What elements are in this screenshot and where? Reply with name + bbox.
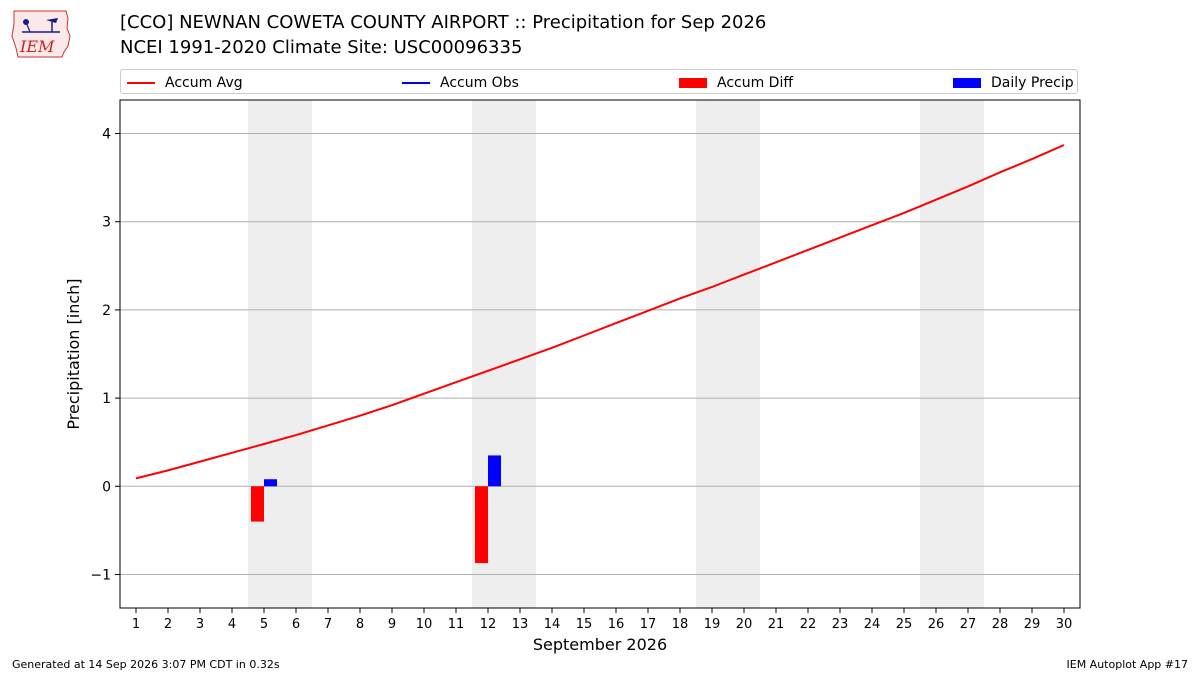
- x-tick-label: 29: [1024, 617, 1041, 632]
- chart-subtitle: NCEI 1991-2020 Climate Site: USC00096335: [120, 37, 523, 58]
- x-tick-label: 12: [480, 617, 497, 632]
- legend-label: Accum Diff: [717, 74, 794, 91]
- x-tick-label: 30: [1056, 617, 1073, 632]
- x-tick-label: 19: [704, 617, 721, 632]
- x-tick-label: 3: [196, 617, 204, 632]
- x-tick-label: 27: [960, 617, 977, 632]
- x-tick-label: 10: [416, 617, 433, 632]
- x-tick-label: 14: [544, 617, 561, 632]
- legend-item-accum-avg: Accum Avg: [127, 70, 243, 95]
- chart-title: [CCO] NEWNAN COWETA COUNTY AIRPORT :: Pr…: [120, 12, 767, 33]
- x-tick-label: 5: [260, 617, 268, 632]
- x-tick-label: 6: [292, 617, 300, 632]
- legend-label: Daily Precip: [991, 74, 1074, 91]
- x-tick-label: 13: [512, 617, 529, 632]
- generated-timestamp: Generated at 14 Sep 2026 3:07 PM CDT in …: [12, 658, 280, 671]
- legend-item-daily-precip: Daily Precip: [953, 70, 1074, 95]
- logo-text: IEM: [19, 37, 55, 56]
- x-tick-label: 26: [928, 617, 945, 632]
- accum-diff-bar: [251, 486, 264, 522]
- x-tick-label: 21: [768, 617, 785, 632]
- x-tick-label: 9: [388, 617, 396, 632]
- y-tick-label: −1: [90, 567, 111, 583]
- x-tick-label: 7: [324, 617, 332, 632]
- x-tick-label: 18: [672, 617, 689, 632]
- chart-legend: Accum Avg Accum Obs Accum Diff Daily Pre…: [120, 69, 1078, 94]
- x-tick-label: 20: [736, 617, 753, 632]
- x-tick-label: 23: [832, 617, 849, 632]
- x-tick-label: 4: [228, 617, 236, 632]
- legend-swatch: [402, 81, 430, 84]
- legend-item-accum-obs: Accum Obs: [402, 70, 519, 95]
- y-tick-label: 1: [102, 391, 111, 407]
- y-tick-label: 2: [102, 303, 111, 319]
- x-tick-label: 15: [576, 617, 593, 632]
- x-tick-label: 1: [132, 617, 140, 632]
- x-tick-label: 24: [864, 617, 881, 632]
- accum-diff-bar: [475, 486, 488, 564]
- y-tick-label: 3: [102, 215, 111, 231]
- weekend-band: [696, 100, 760, 608]
- x-tick-label: 17: [640, 617, 657, 632]
- x-tick-label: 25: [896, 617, 913, 632]
- legend-swatch: [679, 77, 707, 88]
- iem-logo-graphic: IEM: [11, 10, 71, 58]
- plot-frame: [119, 99, 1081, 609]
- x-tick-label: 22: [800, 617, 817, 632]
- legend-label: Accum Obs: [440, 74, 519, 91]
- daily-precip-bar: [488, 455, 501, 487]
- x-tick-label: 11: [448, 617, 465, 632]
- y-axis-label: Precipitation [inch]: [64, 278, 83, 429]
- weekend-band: [920, 100, 984, 608]
- legend-item-accum-diff: Accum Diff: [679, 70, 793, 95]
- x-tick-label: 2: [164, 617, 172, 632]
- x-axis-label: September 2026: [533, 635, 667, 654]
- y-tick-label: 0: [102, 479, 111, 495]
- daily-precip-bar: [264, 479, 277, 487]
- x-tick-label: 28: [992, 617, 1009, 632]
- x-tick-label: 8: [356, 617, 364, 632]
- legend-swatch: [953, 77, 981, 88]
- legend-label: Accum Avg: [165, 74, 243, 91]
- iem-logo: IEM: [8, 6, 72, 58]
- legend-swatch: [127, 81, 155, 84]
- accum-avg-line: [135, 144, 1065, 480]
- x-tick-label: 16: [608, 617, 625, 632]
- weekend-band: [248, 100, 312, 608]
- y-tick-label: 4: [102, 127, 111, 143]
- autoplot-app-label: IEM Autoplot App #17: [1066, 658, 1189, 671]
